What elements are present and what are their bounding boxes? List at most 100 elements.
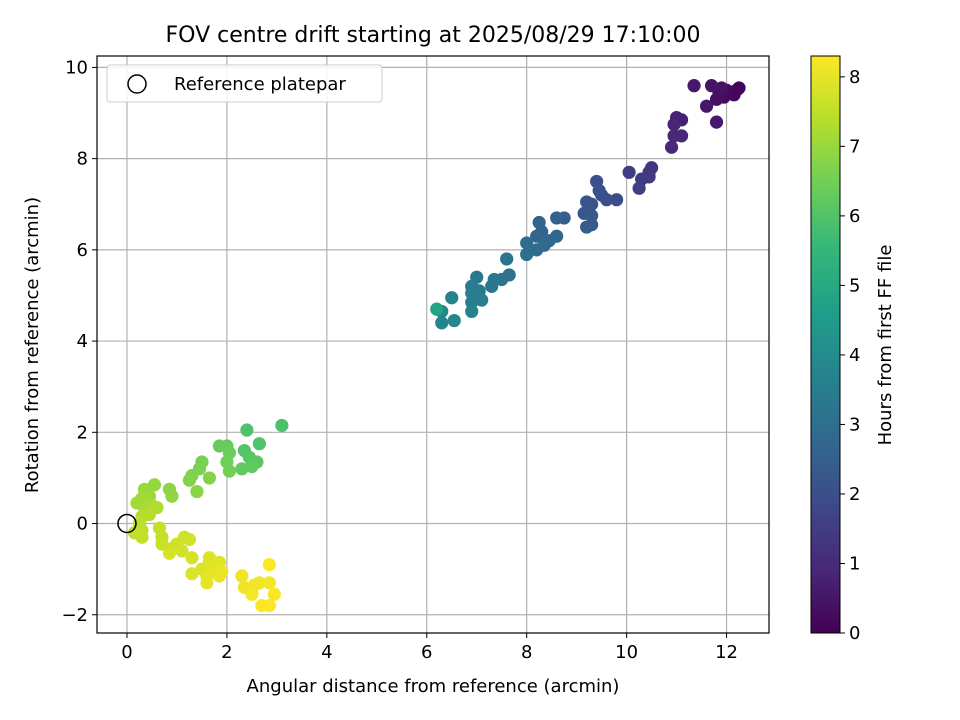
data-point bbox=[200, 576, 214, 590]
data-point bbox=[500, 252, 514, 266]
data-point bbox=[550, 211, 564, 225]
data-points bbox=[127, 79, 746, 613]
data-point bbox=[430, 302, 444, 316]
data-point bbox=[202, 551, 217, 565]
data-point bbox=[240, 423, 254, 437]
legend-box bbox=[106, 64, 383, 103]
x-tick-label: 10 bbox=[615, 642, 638, 663]
reference-platepar-marker bbox=[117, 513, 137, 534]
colorbar-tick-label: 3 bbox=[849, 414, 860, 435]
data-point bbox=[704, 79, 719, 93]
data-point bbox=[262, 599, 276, 613]
data-point bbox=[520, 247, 534, 262]
colorbar-label: Hours from first FF file bbox=[875, 245, 896, 446]
data-point bbox=[610, 193, 624, 207]
data-point bbox=[262, 557, 276, 572]
data-point bbox=[667, 117, 681, 132]
y-tick-label: 8 bbox=[77, 149, 88, 170]
data-point bbox=[215, 564, 229, 579]
colorbar-tick-label: 1 bbox=[849, 553, 860, 574]
data-point bbox=[687, 79, 701, 93]
data-point bbox=[162, 546, 177, 560]
colorbar-ticks: 0 1 2 3 4 5 6 7 8 bbox=[840, 67, 860, 644]
colorbar-tick-label: 6 bbox=[849, 206, 860, 227]
colorbar-tick-label: 4 bbox=[849, 345, 860, 366]
y-tick-label: 2 bbox=[77, 422, 88, 443]
x-tick-label: 8 bbox=[521, 642, 532, 663]
data-point bbox=[235, 569, 249, 583]
data-point bbox=[435, 316, 449, 330]
data-point bbox=[664, 140, 679, 154]
data-point bbox=[182, 473, 197, 487]
colorbar bbox=[810, 55, 841, 634]
data-point bbox=[135, 530, 149, 544]
data-point bbox=[580, 220, 594, 234]
data-point bbox=[465, 304, 479, 319]
chart-title: FOV centre drift starting at 2025/08/29 … bbox=[166, 23, 701, 48]
data-point bbox=[235, 462, 249, 476]
y-tick-label: 6 bbox=[77, 240, 88, 261]
y-axis-ticks: −2 0 2 4 6 8 10 bbox=[61, 57, 97, 626]
x-axis-label: Angular distance from reference (arcmin) bbox=[247, 676, 620, 697]
data-point bbox=[709, 92, 724, 106]
legend: Reference platepar bbox=[106, 64, 383, 103]
y-tick-label: 4 bbox=[77, 331, 88, 352]
data-point bbox=[142, 507, 157, 522]
legend-marker-icon bbox=[127, 74, 147, 94]
data-point bbox=[475, 293, 489, 307]
data-point bbox=[155, 537, 169, 551]
data-point bbox=[465, 286, 479, 300]
y-tick-label: −2 bbox=[61, 605, 88, 626]
data-point bbox=[530, 229, 544, 243]
data-point bbox=[520, 236, 534, 250]
data-point bbox=[202, 471, 217, 485]
data-point bbox=[592, 183, 606, 198]
x-axis-ticks: 0 2 4 6 8 10 12 bbox=[121, 633, 738, 663]
legend-label: Reference platepar bbox=[174, 74, 346, 95]
data-point bbox=[212, 439, 227, 453]
colorbar-tick-label: 7 bbox=[849, 136, 860, 157]
colorbar-tick-label: 5 bbox=[849, 275, 860, 296]
y-axis-label: Rotation from reference (arcmin) bbox=[22, 197, 43, 493]
data-point bbox=[632, 181, 646, 195]
plot-frame bbox=[96, 55, 770, 634]
colorbar-tick-label: 2 bbox=[849, 484, 860, 505]
data-point bbox=[487, 272, 501, 287]
data-point bbox=[267, 587, 281, 601]
data-point bbox=[185, 567, 199, 581]
data-point bbox=[530, 243, 544, 257]
data-point bbox=[245, 459, 259, 474]
data-point bbox=[447, 313, 461, 328]
x-tick-label: 2 bbox=[221, 642, 232, 663]
data-point bbox=[667, 129, 681, 143]
data-point bbox=[622, 165, 636, 179]
data-point bbox=[714, 81, 729, 95]
data-point bbox=[147, 478, 162, 492]
data-point bbox=[709, 115, 724, 129]
data-point bbox=[182, 532, 197, 547]
x-tick-label: 6 bbox=[421, 642, 432, 663]
data-point bbox=[185, 551, 199, 565]
data-point bbox=[275, 418, 289, 433]
data-point bbox=[222, 464, 237, 478]
data-point bbox=[245, 587, 259, 601]
data-point bbox=[465, 295, 479, 309]
data-point bbox=[585, 209, 599, 223]
data-point bbox=[262, 576, 276, 590]
data-point bbox=[252, 576, 266, 590]
data-point bbox=[699, 99, 714, 113]
x-tick-label: 12 bbox=[715, 642, 738, 663]
data-point bbox=[175, 544, 189, 558]
colorbar-tick-label: 8 bbox=[849, 67, 860, 88]
gridlines bbox=[97, 56, 769, 633]
data-point bbox=[580, 195, 594, 209]
colorbar-tick-label: 0 bbox=[849, 623, 860, 644]
y-tick-label: 0 bbox=[77, 514, 88, 535]
data-point bbox=[190, 485, 204, 499]
x-tick-label: 0 bbox=[121, 642, 132, 663]
data-point bbox=[445, 291, 459, 305]
x-tick-label: 4 bbox=[321, 642, 332, 663]
y-tick-label: 10 bbox=[65, 57, 88, 78]
data-point bbox=[252, 437, 266, 451]
